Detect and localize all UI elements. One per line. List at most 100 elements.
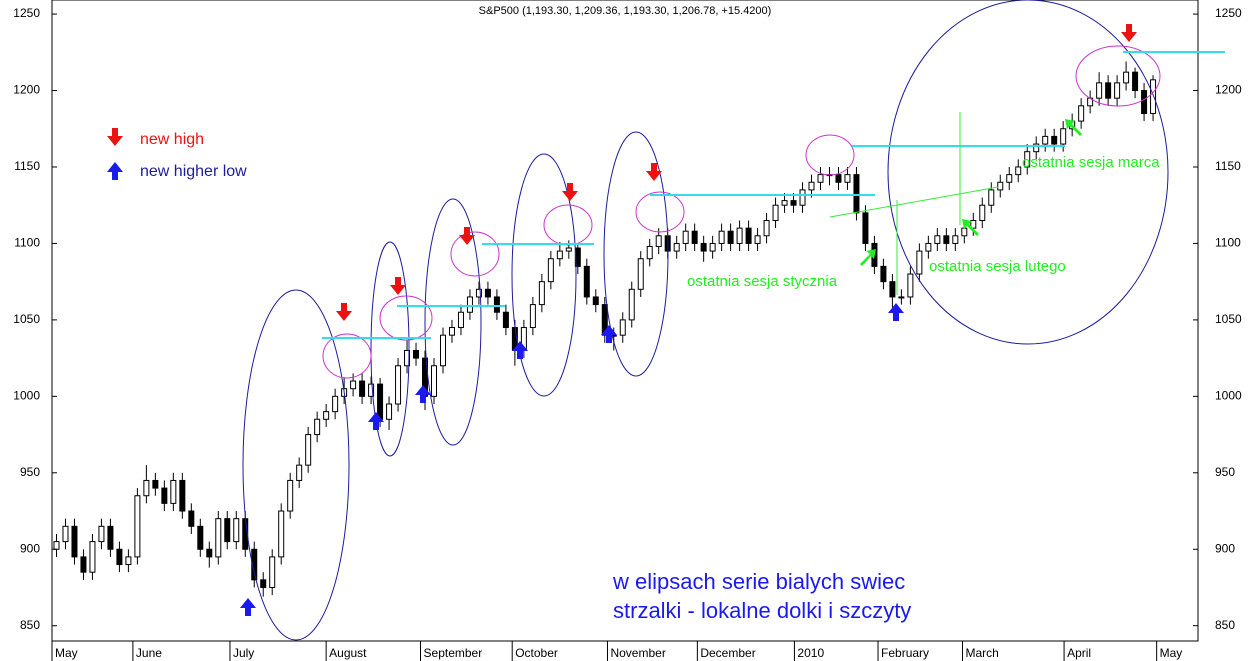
ellipse <box>887 0 1169 345</box>
x-tick-label: February <box>881 646 929 660</box>
candle-body <box>215 518 222 558</box>
arrow <box>962 219 979 236</box>
ellipse <box>603 131 669 377</box>
candle-body <box>116 548 123 566</box>
red-arrows <box>107 24 1137 321</box>
y-tick-label: 1150 <box>1215 159 1241 173</box>
x-tick-label: June <box>136 646 162 660</box>
candle-body <box>350 380 357 390</box>
candle-body <box>943 235 950 244</box>
candle-body <box>188 510 195 527</box>
candle-body <box>404 349 411 367</box>
candle-body <box>98 525 105 543</box>
candle-body <box>287 479 294 512</box>
arrow <box>562 183 578 201</box>
candle-body <box>565 247 572 252</box>
candle-body <box>305 434 312 466</box>
candle-body <box>251 548 258 581</box>
x-tick-label: May <box>1160 646 1183 660</box>
trend-line <box>829 186 999 218</box>
ellipse <box>450 231 500 277</box>
arrow <box>368 412 384 430</box>
candle-body <box>700 242 707 252</box>
decorations <box>107 0 1225 641</box>
ellipse <box>242 289 350 641</box>
legend-arrow <box>107 162 123 180</box>
candle-body <box>395 365 402 405</box>
candle-body <box>1132 71 1139 92</box>
candle-body <box>727 230 734 244</box>
y-tick-label: 1100 <box>1215 236 1241 250</box>
candle-body <box>314 418 321 436</box>
candle-body <box>736 227 743 244</box>
candle-body <box>934 235 941 244</box>
candle-body <box>916 250 923 275</box>
y-tick-label: 1000 <box>13 389 40 403</box>
blue-arrows <box>107 162 904 616</box>
y-tick-label: 1150 <box>14 159 40 173</box>
candle-body <box>898 296 905 299</box>
candle-body <box>89 541 96 573</box>
candle-body <box>718 230 725 244</box>
candle-body <box>413 349 420 359</box>
arrow <box>240 598 256 616</box>
candle-body <box>538 281 545 306</box>
candle-body <box>386 403 393 420</box>
candle-body <box>206 548 213 558</box>
x-tick-label: April <box>1067 646 1091 660</box>
annotation: ostatnia sesja marca <box>1022 154 1160 171</box>
candle-body <box>197 525 204 550</box>
candle-body <box>583 265 590 298</box>
candle-body <box>278 510 285 558</box>
y-tick-label: 900 <box>20 541 40 555</box>
candle-body <box>592 296 599 306</box>
candle-body <box>646 245 653 260</box>
x-tick-label: December <box>700 646 755 660</box>
candle-body <box>1123 71 1130 84</box>
candle-body <box>754 235 761 244</box>
candle-body <box>484 288 491 298</box>
candle-body <box>835 174 842 183</box>
x-tick-label: September <box>424 646 483 660</box>
arrow <box>1121 24 1137 42</box>
candle-body <box>359 380 366 397</box>
y-tick-label: 1050 <box>13 312 40 326</box>
candle-body <box>808 181 815 191</box>
candle-body <box>170 479 177 504</box>
candle-body <box>799 189 806 206</box>
candle-body <box>844 174 851 183</box>
candle-body <box>1105 82 1112 99</box>
y-tick-label: 1200 <box>13 83 40 97</box>
ellipse <box>379 295 433 341</box>
candle-body <box>1060 128 1067 145</box>
candle-body <box>134 495 141 558</box>
arrow <box>390 277 406 295</box>
ellipse <box>322 333 372 379</box>
y-tick-label: 850 <box>20 618 40 632</box>
candle-body <box>772 204 779 221</box>
candle-body <box>1024 151 1031 168</box>
ellipse <box>424 198 482 446</box>
candle-body <box>925 242 932 252</box>
annotation: ostatnia sesja lutego <box>929 258 1066 275</box>
candle-body <box>493 296 500 313</box>
y-tick-label: 1100 <box>14 236 40 250</box>
candle-body <box>1033 143 1040 153</box>
candle-body <box>628 288 635 321</box>
x-tick-label: August <box>329 646 367 660</box>
arrow <box>860 249 876 266</box>
x-tick-label: March <box>966 646 999 660</box>
ellipse <box>370 241 410 457</box>
candle-body <box>377 383 384 420</box>
candle-body <box>71 525 78 558</box>
y-tick-label: 1000 <box>1215 389 1242 403</box>
candle-body <box>152 479 159 489</box>
candle-body <box>80 556 87 573</box>
candle-body <box>224 518 231 543</box>
candle-body <box>448 327 455 336</box>
x-tick-label: May <box>55 646 78 660</box>
y-tick-label: 950 <box>1215 465 1235 479</box>
y-tick-label: 1200 <box>1215 83 1242 97</box>
candle-body <box>988 189 995 206</box>
